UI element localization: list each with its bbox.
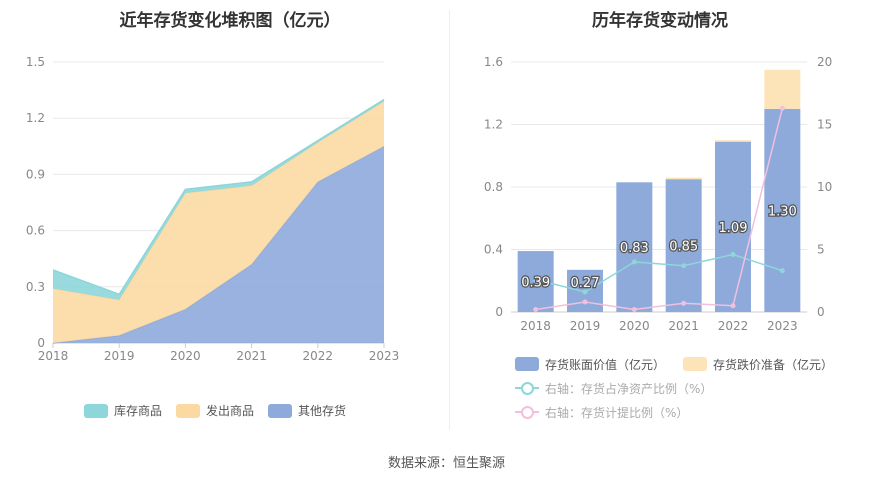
line-point: [730, 252, 736, 257]
panel-divider: [449, 10, 450, 430]
legend-label: 存货跌价准备（亿元）: [713, 357, 834, 372]
area-其他存货: [53, 146, 384, 343]
legend-label: 存货账面价值（亿元）: [545, 357, 666, 372]
legend-line-marker: [515, 381, 539, 395]
y2-tick-label: 0: [817, 305, 825, 319]
legend-item[interactable]: 其他存货: [268, 402, 346, 419]
legend-item[interactable]: 发出商品: [176, 402, 254, 419]
line-point: [730, 303, 736, 309]
right-chart-title: 历年存货变动情况: [592, 11, 728, 31]
legend-row: 存货账面价值（亿元） 存货跌价准备（亿元）: [515, 352, 885, 376]
stacked-area-chart: 0 0.3 0.6 0.9 1.2 1.5 2018 2019 2020 2021 2022 2023: [26, 55, 400, 363]
data-source: 数据来源：恒生聚源: [387, 456, 505, 471]
y-tick-label: 1.6: [484, 55, 503, 69]
legend-item[interactable]: 存货跌价准备（亿元）: [683, 356, 833, 373]
y2-tick-label: 15: [817, 118, 832, 132]
line-point: [681, 300, 687, 306]
x-tick-label: 2020: [170, 349, 201, 363]
bar-impairment: [665, 177, 702, 180]
line-point: [582, 289, 588, 295]
legend-item[interactable]: 库存商品: [84, 402, 162, 419]
line-point: [533, 307, 539, 312]
y-tick-label: 1.2: [484, 118, 503, 132]
x-tick-label: 2019: [104, 349, 135, 363]
x-tick-label: 2021: [668, 319, 699, 333]
y-tick-label: 0: [37, 336, 45, 350]
bar-book-value: [715, 141, 751, 312]
legend-item[interactable]: 存货账面价值（亿元）: [515, 356, 665, 373]
bar-book-value: [764, 108, 801, 312]
y-tick-label: 0: [495, 305, 503, 319]
y2-tick-label: 10: [817, 180, 832, 194]
y-tick-label: 0.9: [26, 167, 45, 181]
bar-book-value: [665, 179, 702, 312]
y-tick-label: 1.2: [26, 111, 45, 125]
y-tick-label: 1.5: [26, 55, 45, 69]
legend-row: 右轴：存货计提比例（%）: [515, 400, 885, 424]
left-chart-title: 近年存货变化堆积图（亿元）: [119, 11, 341, 31]
bar-data-label: 0.39: [521, 276, 550, 291]
line-右轴：存货计提比例（%）: [535, 108, 784, 311]
legend-label: 其他存货: [298, 404, 347, 418]
y2-tick-label: 5: [817, 243, 825, 257]
y-tick-label: 0.6: [26, 224, 45, 238]
y-tick-label: 0.8: [484, 180, 503, 194]
x-tick-label: 2022: [718, 319, 749, 333]
x-tick-label: 2018: [520, 319, 551, 333]
line-point: [681, 263, 687, 269]
legend-label: 右轴：存货计提比例（%）: [545, 405, 689, 420]
bar-impairment: [715, 140, 751, 142]
x-tick-label: 2023: [767, 319, 798, 333]
inventory-bar-line-chart: 0 0.4 0.8 1.2 1.6 0 5 10 15 20 2018 2019 2020 2021 202…: [484, 55, 832, 333]
y2-tick-label: 20: [817, 55, 832, 69]
bar-data-label: 0.27: [571, 276, 600, 291]
line-point: [582, 299, 588, 305]
x-tick-label: 2022: [303, 349, 334, 363]
line-point: [631, 259, 637, 265]
bar-data-label: 1.09: [719, 221, 748, 236]
x-tick-label: 2023: [369, 349, 400, 363]
x-tick-label: 2020: [619, 319, 650, 333]
legend-swatch: [84, 403, 108, 418]
legend-item[interactable]: 右轴：存货占净资产比例（%）: [515, 380, 712, 397]
bar-book-value: [616, 182, 653, 312]
x-tick-label: 2021: [236, 349, 267, 363]
line-右轴：存货占净资产比例（%）: [535, 253, 783, 293]
y-tick-label: 0.3: [26, 280, 45, 294]
legend-swatch: [515, 357, 539, 371]
legend-item[interactable]: 右轴：存货计提比例（%）: [515, 404, 688, 421]
legend-swatch: [268, 403, 293, 418]
line-point: [779, 105, 785, 111]
left-legend: 库存商品 发出商品 其他存货: [84, 402, 360, 419]
bar-data-label: 1.30: [768, 204, 797, 219]
bar-impairment: [764, 69, 801, 109]
x-tick-label: 2019: [570, 319, 601, 333]
legend-row: 右轴：存货占净资产比例（%）: [515, 376, 885, 400]
line-point: [779, 268, 785, 274]
legend-swatch: [176, 403, 201, 418]
legend-swatch: [683, 357, 708, 371]
y-tick-label: 0.4: [484, 243, 503, 257]
right-legend: 存货账面价值（亿元） 存货跌价准备（亿元） 右轴：存货占净资产比例（%） 右轴：存货计…: [515, 352, 885, 424]
bar-data-label: 0.83: [620, 241, 649, 256]
line-point: [533, 277, 539, 282]
area-edge-库存商品: [52, 98, 385, 296]
bar-data-label: 0.85: [669, 240, 698, 255]
line-point: [631, 307, 637, 312]
area-发出商品: [53, 101, 384, 343]
legend-label: 发出商品: [206, 404, 255, 418]
legend-label: 右轴：存货占净资产比例（%）: [545, 381, 713, 396]
legend-label: 库存商品: [114, 404, 163, 418]
legend-line-marker: [515, 405, 539, 419]
x-tick-label: 2018: [38, 349, 69, 363]
